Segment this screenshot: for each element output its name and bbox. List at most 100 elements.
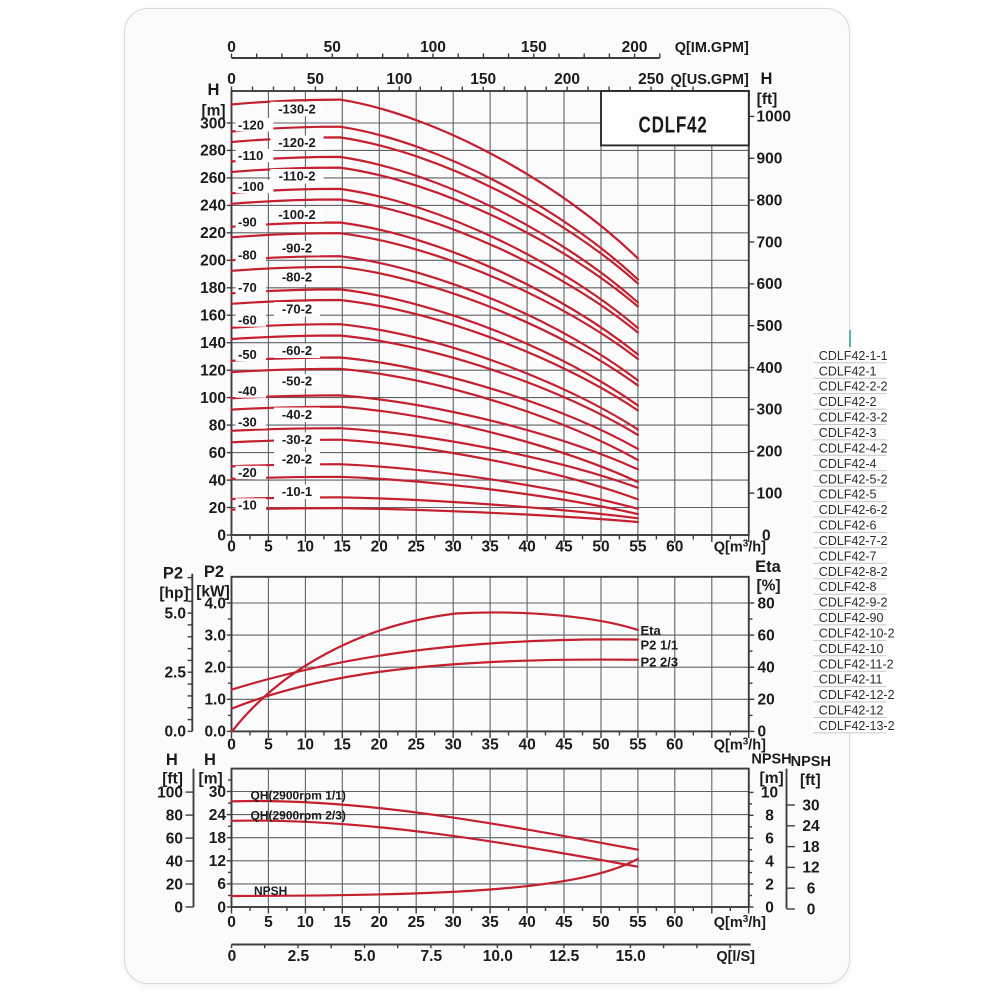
svg-text:150: 150: [521, 39, 547, 56]
svg-text:60: 60: [666, 539, 683, 556]
svg-text:50: 50: [307, 71, 324, 88]
svg-text:0: 0: [227, 71, 236, 88]
svg-text:[kW]: [kW]: [196, 584, 230, 601]
svg-text:QH(2900rpm 1/1): QH(2900rpm 1/1): [251, 789, 346, 803]
svg-text:-30: -30: [238, 415, 257, 430]
svg-text:NPSH: NPSH: [751, 752, 791, 768]
svg-text:2.5: 2.5: [164, 665, 186, 682]
svg-text:0: 0: [765, 899, 774, 916]
svg-text:25: 25: [408, 539, 426, 556]
svg-text:280: 280: [200, 143, 226, 160]
svg-text:300: 300: [757, 402, 783, 419]
svg-text:0: 0: [174, 899, 183, 916]
svg-text:220: 220: [200, 225, 226, 242]
svg-text:0: 0: [217, 899, 226, 916]
svg-text:CDLF42: CDLF42: [639, 112, 708, 138]
svg-text:500: 500: [757, 318, 783, 335]
svg-text:300: 300: [200, 115, 226, 132]
svg-text:0: 0: [762, 527, 771, 544]
svg-text:200: 200: [622, 39, 648, 56]
svg-text:45: 45: [555, 737, 573, 754]
svg-text:20: 20: [371, 914, 388, 931]
svg-text:20: 20: [209, 500, 226, 517]
svg-text:15: 15: [334, 914, 352, 931]
svg-text:0: 0: [807, 901, 816, 918]
svg-text:-100: -100: [238, 179, 264, 194]
svg-text:8: 8: [765, 808, 774, 825]
svg-text:-90-2: -90-2: [282, 241, 312, 256]
svg-text:12: 12: [209, 853, 226, 870]
svg-text:250: 250: [638, 71, 664, 88]
svg-text:12: 12: [802, 860, 819, 877]
svg-text:-70-2: -70-2: [282, 302, 312, 317]
svg-text:Q[m3/h]: Q[m3/h]: [714, 737, 766, 754]
svg-text:60: 60: [666, 737, 683, 754]
svg-text:50: 50: [592, 914, 609, 931]
svg-text:[m]: [m]: [760, 770, 784, 787]
svg-text:H: H: [208, 81, 220, 99]
svg-text:H: H: [166, 751, 178, 769]
svg-text:0.0: 0.0: [204, 724, 226, 741]
svg-text:[ft]: [ft]: [757, 91, 778, 108]
svg-text:50: 50: [592, 737, 609, 754]
svg-text:CDLF42-2-2: CDLF42-2-2: [819, 380, 888, 394]
svg-text:Q[US.GPM]: Q[US.GPM]: [671, 72, 749, 88]
svg-text:140: 140: [200, 335, 226, 352]
svg-text:P2 1/1: P2 1/1: [641, 638, 679, 653]
svg-text:18: 18: [802, 839, 820, 856]
svg-text:-30-2: -30-2: [282, 432, 312, 447]
svg-text:-10-1: -10-1: [282, 484, 312, 499]
svg-text:40: 40: [518, 539, 535, 556]
svg-text:240: 240: [200, 198, 226, 215]
svg-text:NPSH: NPSH: [791, 754, 831, 770]
svg-text:50: 50: [324, 39, 341, 56]
svg-text:200: 200: [554, 71, 580, 88]
svg-text:P2 2/3: P2 2/3: [641, 655, 679, 670]
svg-text:5.0: 5.0: [164, 605, 186, 622]
svg-text:-40-2: -40-2: [282, 407, 312, 422]
svg-text:CDLF42-6: CDLF42-6: [819, 519, 877, 533]
svg-text:7.5: 7.5: [421, 948, 443, 965]
svg-text:30: 30: [445, 914, 462, 931]
svg-text:20: 20: [371, 737, 388, 754]
svg-text:5: 5: [264, 914, 273, 931]
svg-text:160: 160: [200, 308, 226, 325]
svg-text:700: 700: [757, 234, 783, 251]
svg-text:800: 800: [757, 192, 783, 209]
svg-text:CDLF42-3: CDLF42-3: [819, 426, 877, 440]
svg-text:10: 10: [297, 539, 314, 556]
svg-text:Q[m3/h]: Q[m3/h]: [714, 539, 766, 556]
svg-text:CDLF42-10: CDLF42-10: [819, 642, 884, 656]
svg-text:-60: -60: [238, 313, 257, 328]
svg-text:[%]: [%]: [756, 578, 780, 595]
svg-text:2: 2: [765, 876, 774, 893]
svg-text:900: 900: [757, 151, 783, 168]
svg-text:CDLF42-10-2: CDLF42-10-2: [819, 627, 895, 641]
svg-text:60: 60: [758, 627, 775, 644]
svg-text:200: 200: [200, 253, 226, 270]
svg-text:45: 45: [555, 539, 573, 556]
svg-text:QH(2900rpm 2/3): QH(2900rpm 2/3): [251, 808, 346, 822]
svg-text:P2: P2: [163, 565, 183, 583]
svg-text:1000: 1000: [757, 109, 791, 126]
svg-text:0: 0: [227, 539, 236, 556]
svg-text:80: 80: [758, 595, 775, 612]
svg-text:-100-2: -100-2: [278, 207, 316, 222]
svg-text:H: H: [204, 751, 216, 769]
svg-text:0: 0: [227, 914, 236, 931]
svg-text:40: 40: [758, 660, 775, 677]
svg-text:CDLF42-3-2: CDLF42-3-2: [819, 411, 888, 425]
svg-text:40: 40: [209, 472, 226, 489]
svg-text:260: 260: [200, 170, 226, 187]
svg-text:600: 600: [757, 276, 783, 293]
svg-text:60: 60: [209, 445, 226, 462]
svg-text:80: 80: [209, 417, 226, 434]
svg-text:CDLF42-4: CDLF42-4: [819, 457, 877, 471]
svg-text:80: 80: [166, 807, 183, 824]
svg-text:35: 35: [481, 914, 499, 931]
svg-text:45: 45: [555, 914, 573, 931]
svg-text:CDLF42-2: CDLF42-2: [819, 395, 877, 409]
svg-text:-10: -10: [238, 498, 257, 513]
svg-text:CDLF42-4-2: CDLF42-4-2: [819, 441, 888, 455]
svg-text:10: 10: [761, 785, 778, 802]
